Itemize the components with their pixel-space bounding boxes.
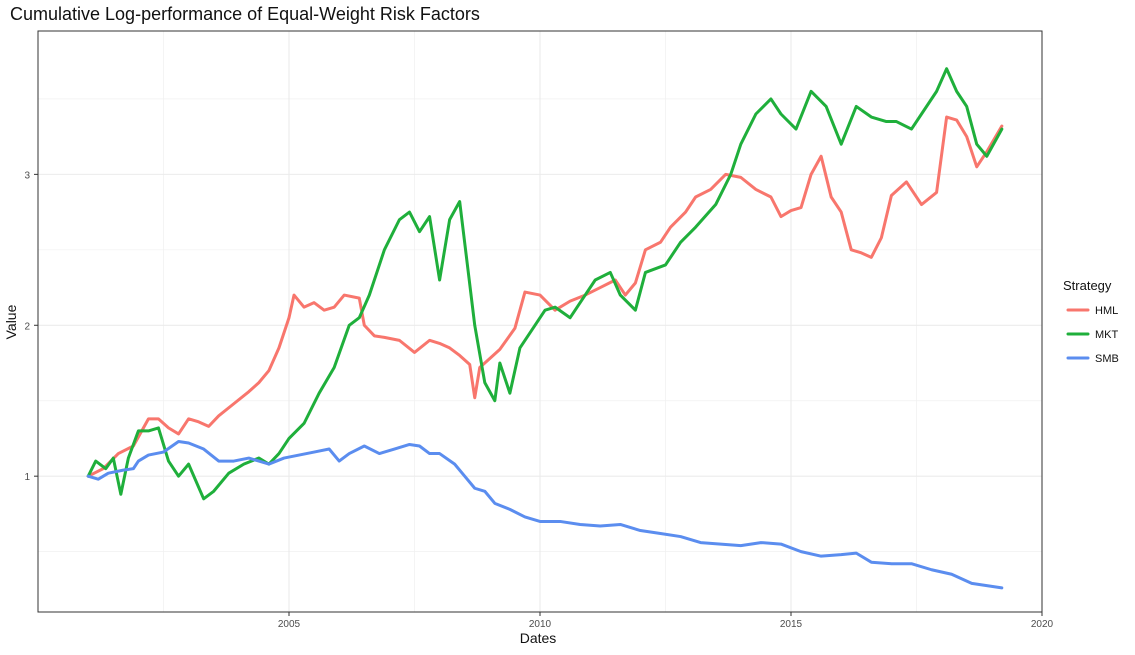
y-tick-label: 3: [24, 170, 30, 181]
y-tick-label: 2: [24, 321, 30, 332]
legend-label-mkt: MKT: [1095, 329, 1119, 341]
series-line-hml: [86, 115, 1004, 478]
series-line-smb: [86, 439, 1004, 590]
panel-border: [37, 30, 1043, 613]
x-tick-label: 2005: [278, 619, 301, 630]
legend: Strategy HML MKT SMB: [1063, 278, 1119, 365]
y-axis-title: Value: [3, 304, 19, 339]
axes: 2005 2010 2015 2020 1 2 3: [24, 30, 1054, 630]
series-layer: [86, 67, 1004, 590]
legend-title: Strategy: [1063, 278, 1112, 293]
series-line-mkt: [86, 67, 1004, 501]
x-axis-title: Dates: [520, 630, 557, 646]
grid: [38, 31, 1043, 612]
x-tick-label: 2020: [1031, 619, 1054, 630]
y-tick-label: 1: [24, 472, 30, 483]
chart-title: Cumulative Log-performance of Equal-Weig…: [10, 4, 480, 24]
legend-label-hml: HML: [1095, 305, 1118, 317]
x-tick-label: 2010: [529, 619, 552, 630]
legend-label-smb: SMB: [1095, 353, 1119, 365]
x-tick-label: 2015: [780, 619, 803, 630]
